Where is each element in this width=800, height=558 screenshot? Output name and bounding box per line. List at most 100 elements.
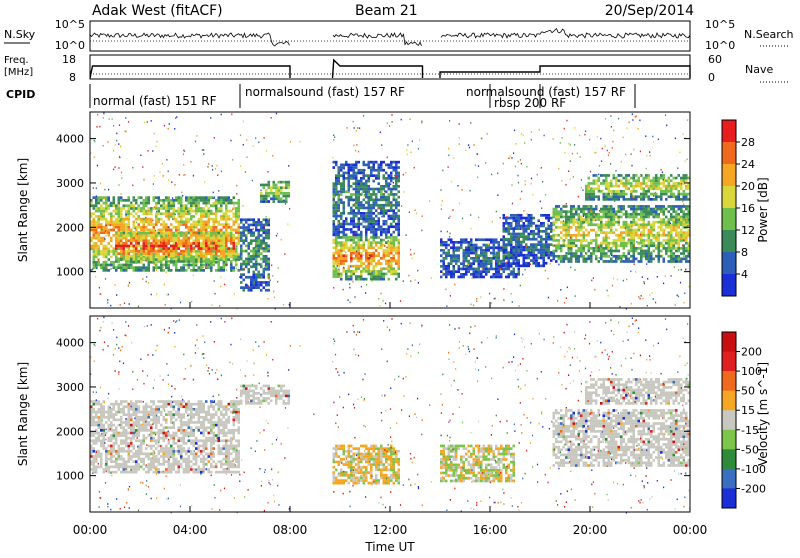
echo-cell xyxy=(573,244,576,247)
echo-cell xyxy=(138,215,141,218)
echo-cell xyxy=(623,252,626,255)
echo-cell xyxy=(350,217,353,220)
echo-cell xyxy=(675,185,678,188)
echo-speck xyxy=(264,267,265,269)
echo-cell xyxy=(148,245,151,248)
echo-cell xyxy=(513,273,516,276)
echo-cell xyxy=(395,180,398,183)
echo-cell xyxy=(235,207,238,210)
echo-cell xyxy=(350,247,353,250)
echo-cell xyxy=(678,237,681,240)
echo-cell xyxy=(125,234,128,237)
echo-cell xyxy=(523,233,526,236)
echo-cell xyxy=(198,242,201,245)
echo-cell xyxy=(240,234,243,237)
echo-cell xyxy=(483,238,486,241)
echo-cell xyxy=(583,210,586,213)
echo-cell xyxy=(110,261,113,264)
echo-cell xyxy=(550,259,553,262)
echo-speck xyxy=(566,297,567,299)
echo-cell xyxy=(385,209,388,212)
echo-cell xyxy=(630,221,633,224)
echo-cell xyxy=(648,260,651,263)
echo-cell xyxy=(503,227,506,230)
echo-cell xyxy=(370,209,373,212)
echo-speck xyxy=(168,170,169,172)
echo-speck xyxy=(264,245,265,247)
echo-cell xyxy=(535,233,538,236)
echo-cell xyxy=(195,212,198,215)
echo-speck xyxy=(273,291,274,293)
echo-cell xyxy=(590,221,593,224)
echo-speck xyxy=(581,242,582,244)
echo-cell xyxy=(185,234,188,237)
echo-cell xyxy=(485,254,488,257)
echo-cell xyxy=(340,174,343,177)
echo-cell xyxy=(515,265,518,268)
echo-cell xyxy=(625,229,628,232)
echo-cell xyxy=(630,237,633,240)
echo-speck xyxy=(380,132,381,134)
echo-cell xyxy=(223,215,226,218)
echo-speck xyxy=(520,285,521,287)
echo-cell xyxy=(350,164,353,167)
echo-cell xyxy=(375,193,378,196)
echo-cell xyxy=(525,235,528,238)
echo-speck xyxy=(602,190,603,192)
echo-cell xyxy=(268,186,271,189)
echo-cell xyxy=(150,210,153,213)
echo-cell xyxy=(398,180,401,183)
echo-cell xyxy=(393,247,396,250)
echo-cell xyxy=(620,193,623,196)
echo-cell xyxy=(105,218,108,221)
echo-cell xyxy=(183,242,186,245)
echo-cell xyxy=(575,255,578,258)
echo-speck xyxy=(135,228,136,230)
echo-cell xyxy=(268,195,271,198)
echo-cell xyxy=(93,256,96,259)
echo-cell xyxy=(515,273,518,276)
echo-cell xyxy=(540,238,543,241)
echo-speck xyxy=(620,259,621,261)
echo-cell xyxy=(665,234,668,237)
echo-cell xyxy=(685,223,688,226)
echo-cell xyxy=(670,244,673,247)
echo-cell xyxy=(135,199,138,202)
echo-cell xyxy=(168,204,171,207)
echo-speck xyxy=(523,210,524,212)
echo-cell xyxy=(340,201,343,204)
echo-cell xyxy=(495,262,498,265)
echo-cell xyxy=(603,223,606,226)
echo-cell xyxy=(238,215,241,218)
echo-cell xyxy=(550,254,553,257)
echo-cell xyxy=(210,247,213,250)
echo-cell xyxy=(530,243,533,246)
echo-cell xyxy=(150,207,153,210)
echo-cell xyxy=(150,237,153,240)
echo-cell xyxy=(263,231,266,234)
echo-cell xyxy=(253,271,256,274)
echo-cell xyxy=(338,252,341,255)
echo-cell xyxy=(678,234,681,237)
echo-cell xyxy=(440,238,443,241)
echo-cell xyxy=(350,249,353,252)
echo-cell xyxy=(630,231,633,234)
echo-cell xyxy=(200,247,203,250)
echo-cell xyxy=(353,182,356,185)
echo-speck xyxy=(560,248,561,250)
echo-cell xyxy=(135,202,138,205)
echo-cell xyxy=(663,177,666,180)
echo-cell xyxy=(653,234,656,237)
echo-cell xyxy=(263,198,266,201)
echo-cell xyxy=(108,234,111,237)
echo-cell xyxy=(673,218,676,221)
echo-cell xyxy=(443,244,446,247)
echo-cell xyxy=(340,190,343,193)
echo-speck xyxy=(398,172,399,174)
echo-cell xyxy=(563,229,566,232)
echo-cell xyxy=(633,190,636,193)
echo-cell xyxy=(333,223,336,226)
echo-cell xyxy=(123,207,126,210)
echo-cell xyxy=(133,252,136,255)
echo-cell xyxy=(165,242,168,245)
